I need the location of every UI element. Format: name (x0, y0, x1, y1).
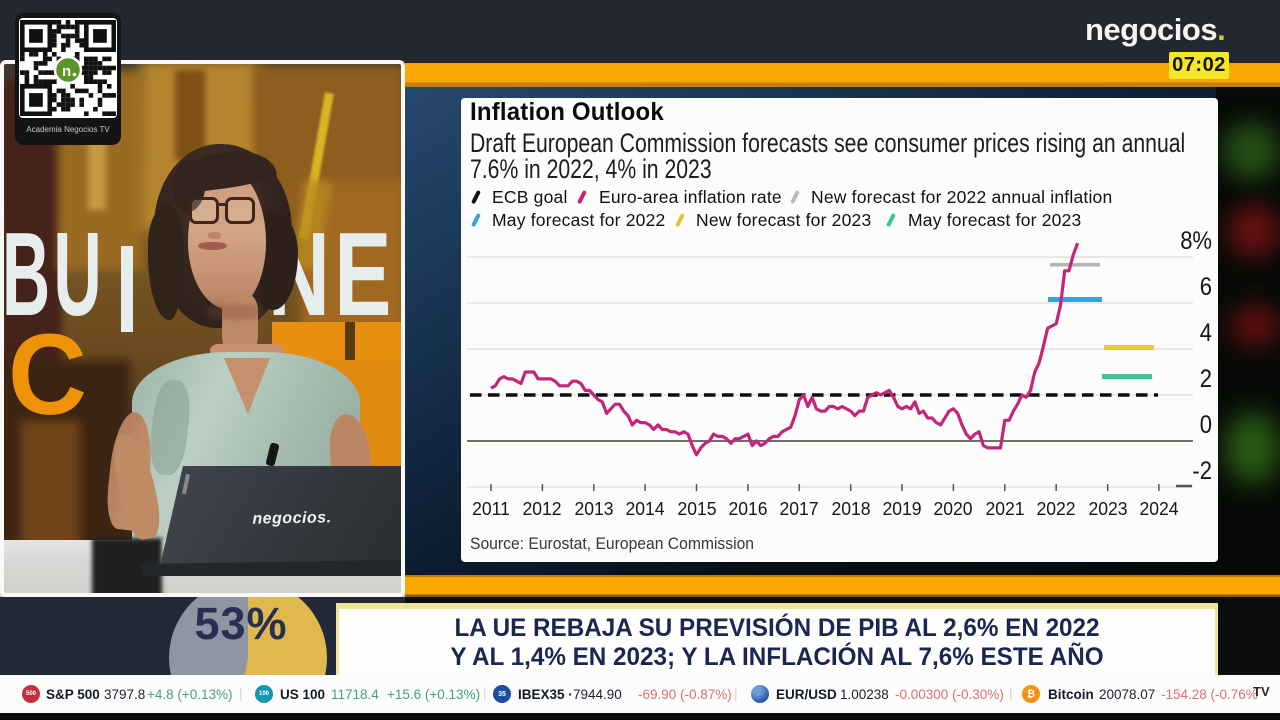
svg-text:n: n (62, 63, 71, 80)
